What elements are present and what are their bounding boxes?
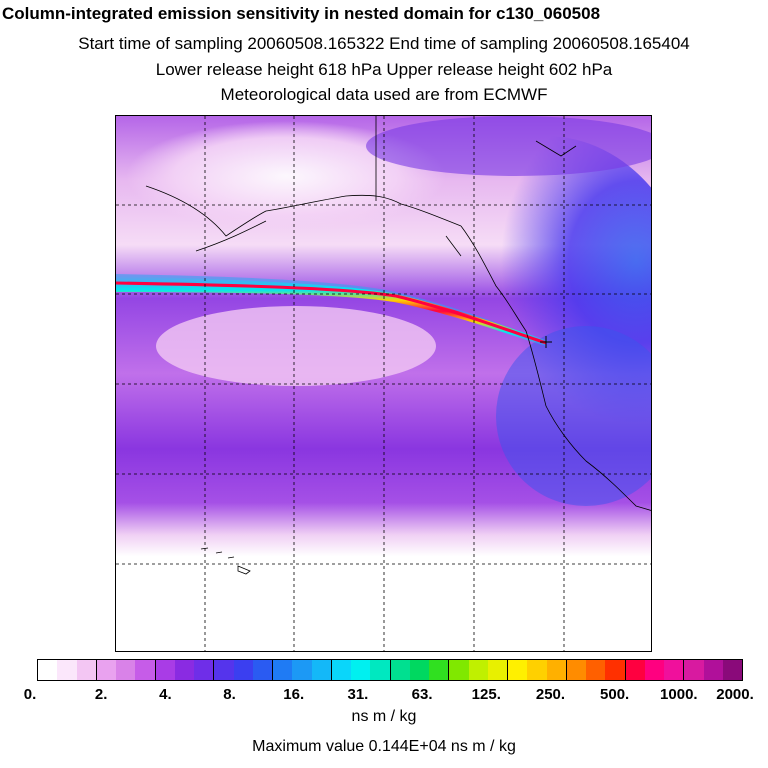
colorbar-segment xyxy=(703,660,723,680)
colorbar-tick-label: 0. xyxy=(23,686,37,703)
colorbar-tick-label: 31. xyxy=(347,686,369,703)
colorbar-tick-label: 2. xyxy=(94,686,108,703)
colorbar-segment xyxy=(566,660,586,680)
colorbar-tick-label: 500. xyxy=(600,686,630,703)
colorbar-segment xyxy=(722,660,742,680)
colorbar-segment xyxy=(664,660,685,680)
colorbar-segment xyxy=(370,660,391,680)
colorbar-tick-label: 2000. xyxy=(716,686,754,703)
colorbar-segment xyxy=(644,660,664,680)
colorbar-segment xyxy=(468,660,488,680)
colorbar-segment xyxy=(331,660,351,680)
colorbar-segment xyxy=(155,660,175,680)
colorbar-segment xyxy=(38,660,58,680)
colorbar-segment xyxy=(273,660,293,680)
met-data-line: Meteorological data used are from ECMWF xyxy=(220,85,548,104)
colorbar-segment xyxy=(429,660,450,680)
maximum-value-label: Maximum value 0.144E+04 ns m / kg xyxy=(252,738,516,755)
colorbar-tick-label: 125. xyxy=(471,686,501,703)
colorbar-segment xyxy=(76,660,97,680)
colorbar-segment xyxy=(311,660,332,680)
colorbar-segment xyxy=(214,660,234,680)
colorbar-tick-label: 4. xyxy=(159,686,172,703)
colorbar-tick-label: 63. xyxy=(411,686,433,703)
colorbar-segment xyxy=(135,660,156,680)
colorbar-tick-label: 16. xyxy=(283,686,305,703)
colorbar-segment xyxy=(508,660,528,680)
colorbar-segment xyxy=(194,660,215,680)
colorbar-segment xyxy=(625,660,645,680)
colorbar-segment xyxy=(487,660,508,680)
colorbar-segment xyxy=(390,660,410,680)
sampling-time-line: Start time of sampling 20060508.165322 E… xyxy=(78,34,690,53)
colorbar-segment xyxy=(351,660,371,680)
colorbar-segment xyxy=(546,660,567,680)
colorbar-segment xyxy=(292,660,312,680)
colorbar-segment xyxy=(96,660,116,680)
colorbar-segment xyxy=(527,660,547,680)
colorbar-segment xyxy=(586,660,606,680)
colorbar-tick-label: 250. xyxy=(535,686,566,703)
emission-sensitivity-map xyxy=(115,115,652,652)
map-title: Column-integrated emission sensitivity i… xyxy=(2,4,601,23)
release-height-line: Lower release height 618 hPa Upper relea… xyxy=(155,60,613,79)
colorbar xyxy=(37,659,743,681)
colorbar-segment xyxy=(116,660,136,680)
colorbar-segment xyxy=(174,660,194,680)
colorbar-segment xyxy=(57,660,77,680)
colorbar-segment xyxy=(449,660,469,680)
colorbar-segment xyxy=(252,660,273,680)
colorbar-units: ns m / kg xyxy=(351,708,417,725)
colorbar-tick-label: 8. xyxy=(223,686,236,703)
colorbar-segment xyxy=(605,660,626,680)
colorbar-segment xyxy=(684,660,704,680)
colorbar-segment xyxy=(409,660,429,680)
colorbar-tick-label: 1000. xyxy=(660,686,698,703)
colorbar-segment xyxy=(233,660,253,680)
